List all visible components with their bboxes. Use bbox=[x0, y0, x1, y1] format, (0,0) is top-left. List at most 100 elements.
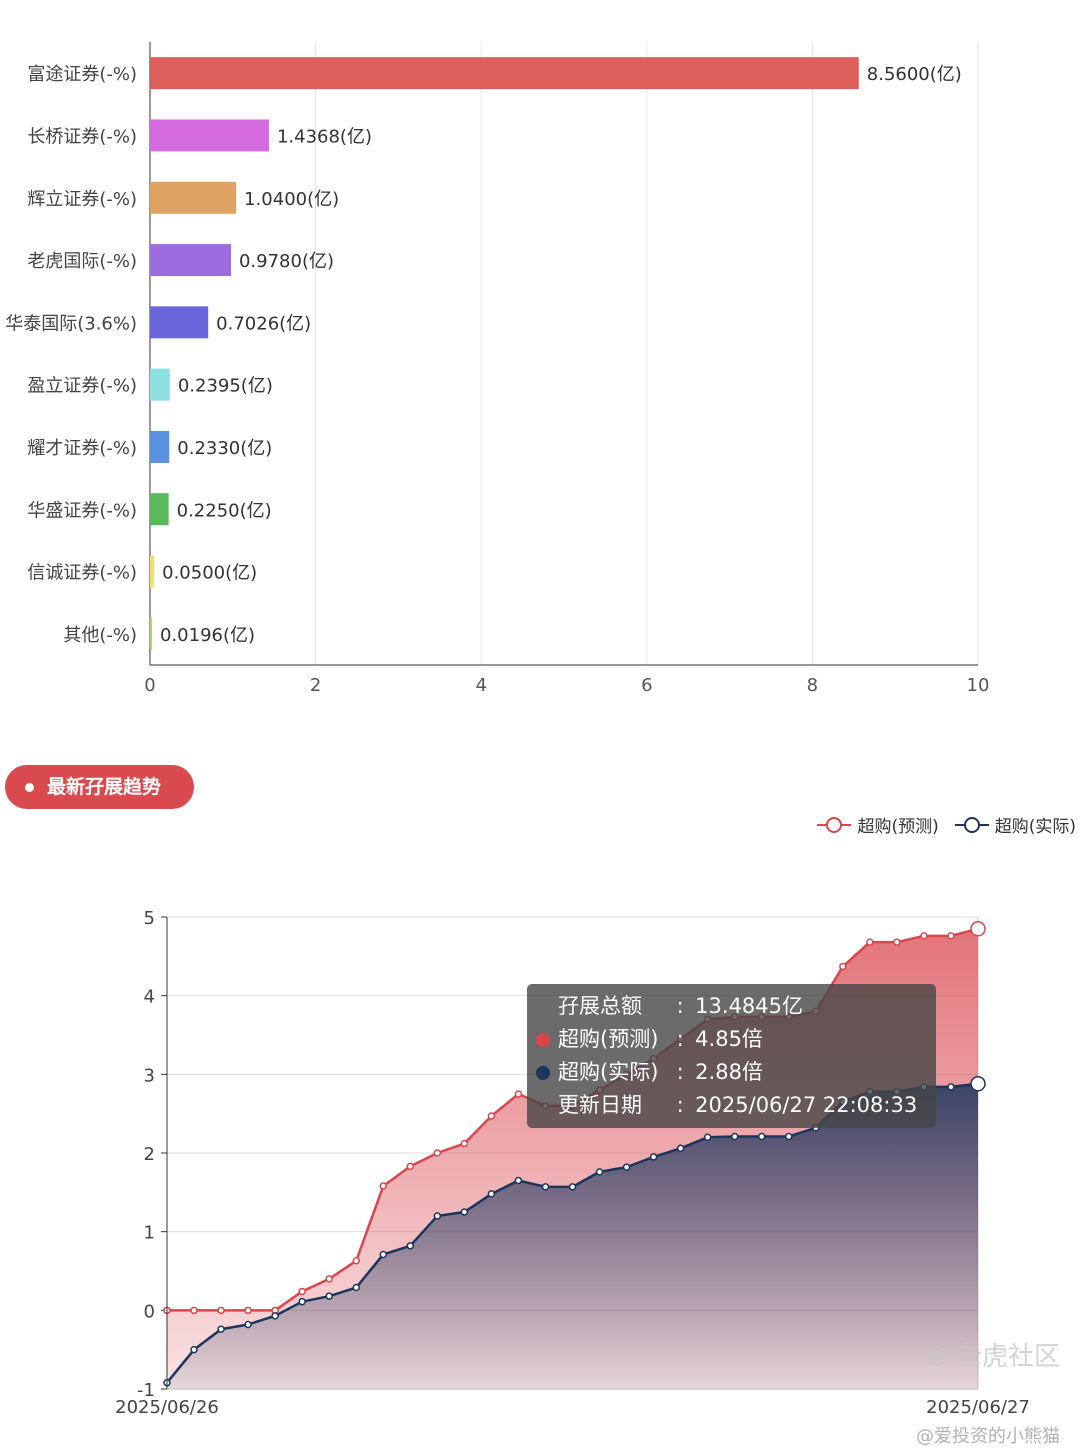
legend-item-forecast[interactable]: 超购(预测) bbox=[817, 812, 939, 837]
data-point bbox=[947, 1083, 955, 1091]
bar bbox=[150, 181, 237, 214]
data-point bbox=[676, 1144, 685, 1153]
separator: : bbox=[676, 1027, 684, 1051]
y-tick-label: -1 bbox=[137, 1380, 155, 1401]
x-tick-label: 0 bbox=[144, 675, 155, 696]
x-tick-label: 2 bbox=[310, 675, 321, 696]
x-tick-label: 6 bbox=[641, 675, 652, 696]
data-point bbox=[757, 1132, 766, 1141]
data-point bbox=[325, 1275, 333, 1283]
category-label: 信诚证券(-%) bbox=[27, 563, 137, 584]
bar-value-label: 1.0400(亿) bbox=[244, 189, 339, 210]
y-tick-label: 3 bbox=[144, 1065, 155, 1086]
bar bbox=[150, 555, 155, 588]
watermark-logo: ⦾ 老虎社区 bbox=[926, 1342, 1060, 1372]
bar-value-label: 0.7026(亿) bbox=[216, 313, 311, 334]
data-point bbox=[433, 1212, 442, 1220]
category-label: 老虎国际(-%) bbox=[27, 251, 137, 272]
data-point bbox=[514, 1176, 523, 1185]
y-tick-label: 0 bbox=[144, 1301, 155, 1322]
y-tick-label: 2 bbox=[144, 1144, 155, 1165]
bar bbox=[150, 306, 209, 339]
tooltip-value: 2.88倍 bbox=[695, 1060, 763, 1084]
data-point bbox=[839, 962, 847, 971]
tooltip-key: 超购(实际) bbox=[558, 1060, 659, 1084]
data-point bbox=[406, 1242, 415, 1250]
tooltip: 孖展总额:13.4845亿 超购(预测):4.85倍 超购(实际):2.88倍 更新日… bbox=[527, 984, 936, 1128]
tooltip-marker-cell bbox=[536, 1065, 558, 1080]
bar-value-label: 0.9780(亿) bbox=[239, 251, 334, 272]
data-point bbox=[244, 1306, 252, 1315]
data-point bbox=[244, 1320, 252, 1329]
category-label: 富途证券(-%) bbox=[27, 64, 137, 85]
data-point bbox=[649, 1153, 658, 1161]
data-point bbox=[541, 1183, 550, 1191]
legend-label: 超购(实际) bbox=[994, 817, 1076, 837]
data-point bbox=[785, 1132, 793, 1141]
category-label: 其他(-%) bbox=[63, 625, 137, 646]
data-point bbox=[970, 1076, 986, 1092]
broker-bar-chart: 0 2 4 6 8 10 富途证券(-%) 8.5600(亿) 长桥证券(-%) 1.4368(亿… bbox=[5, 42, 990, 696]
data-point bbox=[622, 1163, 631, 1171]
legend-item-actual[interactable]: 超购(实际) bbox=[954, 812, 1076, 837]
category-label: 长桥证券(-%) bbox=[27, 126, 137, 147]
data-point bbox=[379, 1250, 388, 1259]
data-point bbox=[970, 921, 986, 937]
tooltip-value: 2025/06/27 22:08:33 bbox=[695, 1093, 918, 1117]
data-point bbox=[893, 938, 901, 946]
watermark-user: @爱投资的小熊猫 bbox=[916, 1426, 1060, 1447]
data-point bbox=[487, 1112, 496, 1120]
x-tick-label: 2025/06/26 bbox=[115, 1397, 219, 1418]
data-point bbox=[352, 1257, 360, 1265]
tooltip-key: 孖展总额 bbox=[558, 994, 642, 1018]
x-tick-label: 10 bbox=[967, 675, 990, 696]
separator: : bbox=[676, 1093, 684, 1117]
data-point bbox=[947, 932, 955, 940]
legend: 超购(预测) 超购(实际) bbox=[817, 812, 1076, 837]
data-point bbox=[866, 938, 874, 946]
bar-value-label: 0.2395(亿) bbox=[178, 376, 273, 397]
legend-label: 超购(预测) bbox=[857, 817, 939, 837]
bar bbox=[150, 617, 152, 650]
bar bbox=[150, 430, 170, 463]
data-point bbox=[298, 1297, 306, 1306]
separator: : bbox=[676, 994, 684, 1018]
category-label: 辉立证券(-%) bbox=[27, 189, 137, 210]
category-label: 华盛证券(-%) bbox=[27, 500, 137, 521]
y-tick-label: 5 bbox=[144, 908, 155, 929]
data-point bbox=[352, 1283, 360, 1292]
bar-value-label: 0.2330(亿) bbox=[177, 438, 272, 459]
data-point bbox=[190, 1306, 198, 1315]
y-tick-label: 4 bbox=[144, 987, 155, 1008]
bar-value-label: 0.2250(亿) bbox=[177, 500, 272, 521]
data-point bbox=[568, 1183, 577, 1191]
data-point bbox=[703, 1133, 712, 1142]
data-point bbox=[460, 1208, 469, 1216]
bar-value-label: 8.5600(亿) bbox=[867, 64, 962, 85]
data-point bbox=[487, 1190, 496, 1198]
category-label: 耀才证券(-%) bbox=[27, 438, 137, 459]
section-title: 最新孖展趋势 bbox=[47, 776, 162, 798]
data-point bbox=[271, 1312, 279, 1320]
category-label: 华泰国际(3.6%) bbox=[5, 313, 137, 334]
tooltip-key: 更新日期 bbox=[558, 1093, 642, 1117]
separator: : bbox=[676, 1060, 684, 1084]
data-point bbox=[730, 1132, 739, 1141]
data-point bbox=[406, 1162, 415, 1171]
bar bbox=[150, 244, 231, 277]
data-point bbox=[298, 1287, 306, 1296]
bar-value-label: 0.0500(亿) bbox=[162, 563, 257, 584]
watermark-logo-text: 老虎社区 bbox=[955, 1342, 1060, 1372]
series-dot-icon bbox=[536, 1065, 550, 1080]
tooltip-key: 超购(预测) bbox=[558, 1027, 659, 1051]
x-tick-label: 2025/06/27 bbox=[926, 1397, 1030, 1418]
bar bbox=[150, 57, 859, 90]
data-point bbox=[595, 1168, 604, 1176]
data-point bbox=[433, 1149, 442, 1157]
x-tick-label: 8 bbox=[807, 675, 818, 696]
data-point bbox=[460, 1139, 469, 1148]
data-point bbox=[190, 1345, 198, 1354]
data-point bbox=[920, 932, 928, 940]
bar bbox=[150, 119, 269, 152]
data-point bbox=[325, 1292, 333, 1300]
